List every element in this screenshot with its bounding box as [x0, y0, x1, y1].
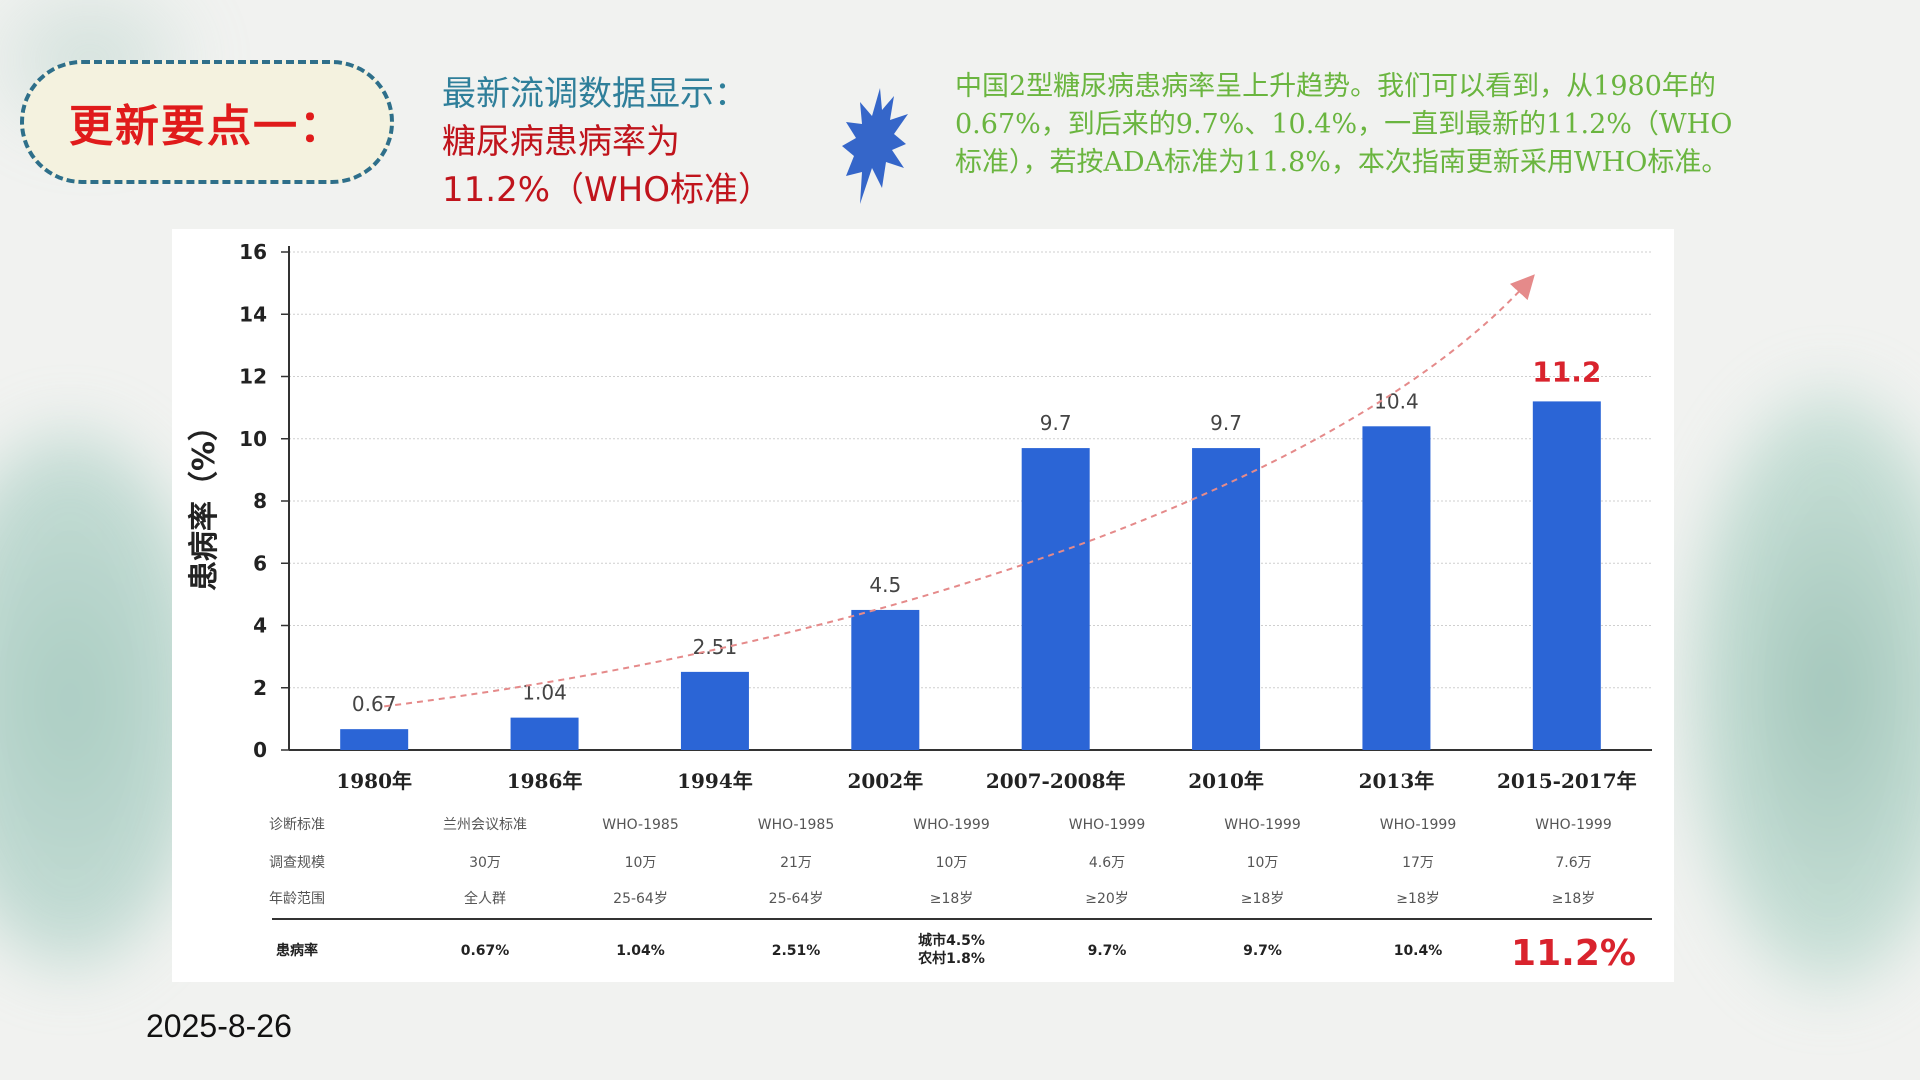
table-cell: ≥18岁	[1396, 891, 1440, 907]
x-category-label: 2007-2008年	[986, 769, 1126, 793]
x-category-label: 2015-2017年	[1497, 769, 1637, 793]
x-category-label: 1980年	[336, 769, 412, 793]
table-row-label: 年龄范围	[269, 890, 325, 907]
rate-cell: 11.2%	[1511, 933, 1636, 974]
bar-value-label: 2.51	[693, 635, 738, 659]
bar-2007-2008年	[1021, 448, 1090, 750]
bar-1986年	[510, 717, 579, 750]
x-category-label: 1986年	[507, 769, 583, 793]
prevalence-chart: 0 2 4 6 8 10 12 14 16 患病率（%） 0.67 1980年 1.04 1986年 2.5…	[187, 240, 1652, 974]
table-cell: 10万	[625, 855, 657, 871]
table-cell: ≥18岁	[1552, 891, 1596, 907]
y-tick-label: 14	[239, 302, 267, 326]
y-tick-label: 10	[239, 427, 267, 451]
table-cell: WHO-1999	[1224, 817, 1300, 833]
badge-label: 更新要点一：	[69, 101, 345, 152]
table-cell: 30万	[469, 855, 501, 871]
description-text: 中国2型糖尿病患病率呈上升趋势。我们可以看到，从1980年的0.67%，到后来的…	[955, 71, 1733, 178]
headline: 最新流调数据显示： 糖尿病患病率为 11.2%（WHO标准）	[442, 70, 842, 214]
x-category-label: 2002年	[847, 769, 923, 793]
rate-cell: 9.7%	[1243, 943, 1282, 959]
y-tick-label: 16	[239, 240, 267, 264]
bar-value-label: 4.5	[869, 573, 901, 597]
table-cell: ≥18岁	[930, 891, 974, 907]
table-cell: WHO-1985	[758, 817, 834, 833]
bar-2002年	[851, 609, 920, 750]
table-cell: 全人群	[464, 890, 506, 907]
table-cell: WHO-1999	[1069, 817, 1145, 833]
bar-value-label: 11.2	[1532, 355, 1601, 388]
rate-cell: 2.51%	[772, 943, 821, 959]
trend-arrow	[384, 274, 1535, 708]
table-cell: WHO-1999	[1380, 817, 1456, 833]
bar-2010年	[1192, 448, 1261, 750]
table-cell: 10万	[936, 855, 968, 871]
headline-line-3: 11.2%（WHO标准）	[442, 170, 772, 210]
y-tick-label: 8	[253, 489, 267, 513]
y-axis-label: 患病率（%）	[187, 411, 222, 591]
rate-cell: 10.4%	[1394, 943, 1443, 959]
table-cell: 25-64岁	[769, 891, 824, 907]
y-tick-label: 2	[253, 676, 267, 700]
y-tick-label: 6	[253, 551, 267, 575]
bar-value-label: 9.7	[1210, 411, 1242, 435]
table-cell: 4.6万	[1089, 855, 1125, 871]
y-tick-label: 4	[253, 614, 267, 638]
rate-cell: 城市4.5%农村1.8%	[917, 932, 985, 967]
rate-cell: 0.67%	[461, 943, 510, 959]
rate-cell: 9.7%	[1088, 943, 1127, 959]
x-category-label: 2010年	[1188, 769, 1264, 793]
x-category-label: 1994年	[677, 769, 753, 793]
x-category-label: 2013年	[1359, 769, 1435, 793]
starburst-icon	[842, 88, 908, 204]
table-cell: WHO-1999	[1535, 817, 1611, 833]
table-row-label: 调查规模	[269, 855, 325, 871]
key-point-badge: 更新要点一：	[20, 60, 394, 184]
bar-2015-2017年	[1532, 401, 1601, 750]
headline-line-1: 最新流调数据显示：	[442, 74, 748, 114]
table-cell: WHO-1999	[913, 817, 989, 833]
table-cell: WHO-1985	[602, 817, 678, 833]
bar-2013年	[1362, 426, 1431, 750]
date-label: 2025-8-26	[146, 1008, 292, 1044]
table-cell: 7.6万	[1555, 855, 1591, 871]
table-cell: 25-64岁	[613, 891, 668, 907]
headline-line-2: 糖尿病患病率为	[442, 122, 680, 162]
bar-value-label: 9.7	[1040, 411, 1072, 435]
chart-panel: 0 2 4 6 8 10 12 14 16 患病率（%） 0.67 1980年 1.04 1986年 2.5…	[172, 229, 1674, 982]
bar-1994年	[680, 671, 749, 750]
y-tick-label: 12	[239, 365, 267, 389]
table-cell: ≥20岁	[1085, 891, 1129, 907]
table-row-label: 诊断标准	[269, 817, 325, 833]
table-cell: 兰州会议标准	[443, 817, 527, 833]
table-cell: ≥18岁	[1241, 891, 1285, 907]
rate-row-label: 患病率	[276, 942, 318, 959]
table-cell: 10万	[1247, 855, 1279, 871]
bar-value-label: 0.67	[352, 692, 397, 716]
rate-cell: 1.04%	[616, 943, 665, 959]
table-cell: 17万	[1402, 855, 1434, 871]
background-leaf-right	[1680, 380, 1920, 1000]
y-tick-label: 0	[253, 738, 267, 762]
bar-1980年	[340, 729, 409, 750]
table-cell: 21万	[780, 855, 812, 871]
bar-value-label: 1.04	[522, 681, 567, 705]
